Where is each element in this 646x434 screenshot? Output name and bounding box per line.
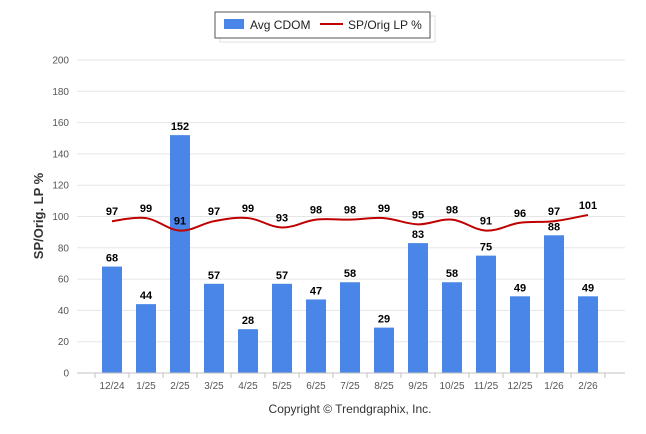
- y-tick-label: 200: [52, 56, 69, 67]
- y-tick-label: 0: [63, 369, 69, 380]
- bar: [374, 327, 394, 373]
- line-value-label: 98: [310, 205, 322, 217]
- bar-value-label: 88: [548, 221, 560, 233]
- x-tick-label: 9/25: [408, 381, 428, 392]
- bar: [544, 235, 564, 373]
- legend-label-sp-orig: SP/Orig LP %: [348, 18, 422, 32]
- bar: [510, 296, 530, 373]
- bar: [442, 282, 462, 373]
- legend-label-avg-cdom: Avg CDOM: [250, 18, 310, 32]
- legend-swatch-avg-cdom: [224, 19, 244, 29]
- line-value-label: 93: [276, 212, 288, 224]
- line-value-label: 98: [344, 205, 356, 217]
- x-tick-label: 4/25: [238, 381, 258, 392]
- y-tick-label: 140: [52, 149, 69, 160]
- line-value-label: 101: [579, 200, 597, 212]
- line-value-label: 97: [548, 206, 560, 218]
- line-value-label: 99: [378, 203, 390, 215]
- bar: [204, 283, 224, 373]
- x-tick-label: 11/25: [474, 381, 499, 392]
- line-value-label: 98: [446, 205, 458, 217]
- bars: [102, 135, 598, 373]
- bar-value-label: 58: [344, 268, 356, 280]
- y-tick-label: 40: [58, 306, 70, 317]
- bar-value-label: 75: [480, 242, 492, 254]
- line-value-label: 97: [208, 206, 220, 218]
- bar: [476, 255, 496, 373]
- bar: [170, 135, 190, 373]
- x-tick-label: 10/25: [439, 381, 464, 392]
- x-tick-label: 6/25: [306, 381, 326, 392]
- bar-value-label: 58: [446, 268, 458, 280]
- y-tick-label: 100: [52, 212, 69, 223]
- bar-value-label: 28: [242, 315, 254, 327]
- bar: [238, 329, 258, 373]
- bar: [340, 282, 360, 373]
- line-value-label: 91: [174, 216, 186, 228]
- y-tick-label: 120: [52, 181, 69, 192]
- y-tick-label: 180: [52, 87, 69, 98]
- y-tick-label: 80: [58, 243, 70, 254]
- bar-value-label: 49: [582, 282, 594, 294]
- bar: [578, 296, 598, 373]
- legend: Avg CDOM SP/Orig LP %: [214, 11, 436, 43]
- data-labels: 68 44 152 57 28 57 47 58 29 83 58 75 49 88 49 97 99 91 97 9…: [106, 121, 597, 327]
- line-value-label: 97: [106, 206, 118, 218]
- bar-value-label: 83: [412, 229, 424, 241]
- bar-value-label: 57: [208, 270, 220, 282]
- line-value-label: 91: [480, 216, 492, 228]
- y-axis-title: SP/Orig. LP %: [31, 172, 46, 259]
- x-axis: 12/24 1/25 2/25 3/25 4/25 5/25 6/25 7/25 8/25 9/2…: [77, 372, 625, 392]
- line-value-label: 95: [412, 209, 424, 221]
- bar: [306, 299, 326, 373]
- gridlines: [77, 59, 625, 374]
- y-tick-label: 60: [58, 275, 70, 286]
- bar-value-label: 49: [514, 282, 526, 294]
- bar-value-label: 47: [310, 285, 322, 297]
- x-tick-label: 12/25: [507, 381, 532, 392]
- y-axis: 0 20 40 60 80 100 120 140 160 180 200: [52, 56, 69, 380]
- sp-orig-line: [111, 213, 589, 232]
- line-value-label: 99: [242, 203, 254, 215]
- x-tick-label: 1/25: [136, 381, 156, 392]
- bar: [272, 283, 292, 373]
- line-value-label: 99: [140, 203, 152, 215]
- x-tick-label: 3/25: [204, 381, 224, 392]
- x-tick-label: 8/25: [374, 381, 394, 392]
- bar: [102, 266, 122, 373]
- y-tick-label: 160: [52, 118, 69, 129]
- x-tick-label: 2/25: [170, 381, 190, 392]
- x-tick-label: 7/25: [340, 381, 360, 392]
- copyright-credit: Copyright © Trendgraphix, Inc.: [269, 402, 432, 416]
- x-tick-label: 12/24: [99, 381, 124, 392]
- bar-value-label: 68: [106, 253, 118, 265]
- bar: [136, 304, 156, 373]
- bar-value-label: 44: [140, 290, 153, 302]
- x-tick-label: 1/26: [544, 381, 564, 392]
- x-tick-label: 5/25: [272, 381, 292, 392]
- bar-value-label: 57: [276, 270, 288, 282]
- y-tick-label: 20: [58, 337, 70, 348]
- line-series: [111, 213, 589, 232]
- x-tick-label: 2/26: [578, 381, 598, 392]
- bar-value-label: 29: [378, 314, 390, 326]
- bar: [408, 243, 428, 373]
- bar-value-label: 152: [171, 121, 189, 133]
- line-value-label: 96: [514, 208, 526, 220]
